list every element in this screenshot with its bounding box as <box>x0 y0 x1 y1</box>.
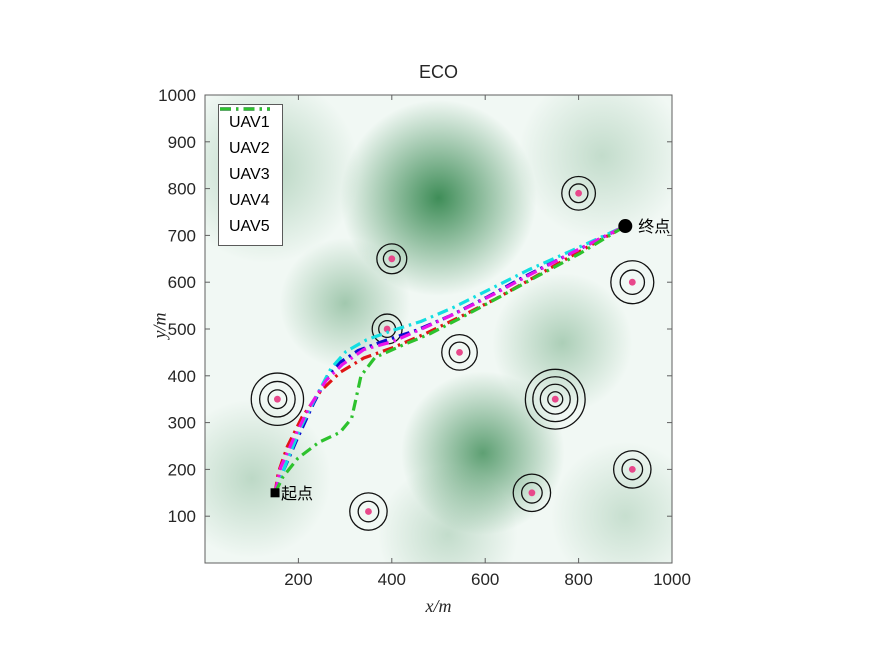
y-tick-label: 100 <box>168 507 196 526</box>
end-marker <box>618 219 633 234</box>
threat-ring <box>532 376 579 423</box>
path-uav5 <box>273 224 627 494</box>
threat-ring <box>376 243 408 275</box>
legend-item-uav2: UAV2 <box>220 107 270 160</box>
obstacles <box>250 175 655 531</box>
threat-center-dot <box>388 255 396 263</box>
threat-ring <box>258 380 296 418</box>
threat-center-dot <box>575 189 582 197</box>
heat-blob <box>377 464 518 563</box>
threat-ring <box>619 269 646 295</box>
x-axis-label: x/m <box>425 596 452 616</box>
threat-center-dot <box>628 466 636 473</box>
heat-blob <box>205 399 332 559</box>
threat-ring <box>621 458 644 481</box>
x-tick-label: 1000 <box>653 570 691 589</box>
threat-center-dot <box>528 489 536 497</box>
threat-ring <box>561 175 597 211</box>
legend-line-sample <box>220 107 270 111</box>
legend: UAV1 UAV2 UAV3 UAV4 UAV5 <box>218 104 283 246</box>
legend-item-uav1: UAV1 <box>220 107 270 134</box>
threat-ring <box>520 481 543 504</box>
obstacle <box>524 368 586 430</box>
legend-label: UAV2 <box>229 140 270 157</box>
legend-label: UAV1 <box>229 114 270 131</box>
legend-item-uav5: UAV5 <box>220 107 270 238</box>
path-uav4 <box>273 224 627 494</box>
legend-item-uav3: UAV3 <box>220 107 270 186</box>
axes: 200 400 600 800 1000 100 200 300 400 500 600 700 800… <box>158 86 691 589</box>
legend-label: UAV4 <box>229 192 270 209</box>
y-tick-label: 600 <box>168 273 196 292</box>
y-tick-label: 700 <box>168 226 196 245</box>
end-label: 终点 <box>638 218 670 236</box>
threat-ring <box>357 500 380 523</box>
threat-center-dot <box>628 278 636 286</box>
endpoint-markers: 起点 终点 <box>270 218 670 503</box>
legend-label: UAV5 <box>229 218 270 235</box>
x-tick-label: 600 <box>471 570 499 589</box>
threat-ring <box>539 383 571 415</box>
obstacle <box>250 372 305 427</box>
obstacle <box>512 473 552 513</box>
start-marker <box>270 488 280 498</box>
y-axis-label: y/m <box>149 312 170 339</box>
threat-ring <box>250 372 305 427</box>
heat-blob <box>550 441 672 563</box>
x-tick-label: 200 <box>284 570 312 589</box>
threat-center-dot <box>551 395 559 403</box>
path-uav2 <box>273 224 627 494</box>
y-tick-label: 400 <box>168 367 196 386</box>
obstacle <box>441 334 478 371</box>
threat-ring <box>382 249 401 268</box>
x-tick-label: 400 <box>378 570 406 589</box>
threat-ring <box>610 260 655 305</box>
y-tick-label: 900 <box>168 133 196 152</box>
y-tick-label: 1000 <box>158 86 196 105</box>
threat-ring <box>547 391 564 408</box>
uav-paths <box>273 224 627 494</box>
legend-item-uav4: UAV4 <box>220 107 270 212</box>
heat-blob <box>517 95 672 240</box>
heat-blob <box>340 99 537 297</box>
start-label: 起点 <box>281 485 313 503</box>
y-tick-label: 200 <box>168 460 196 479</box>
chart-title: ECO <box>418 62 458 82</box>
threat-ring <box>267 389 288 410</box>
y-tick-label: 800 <box>168 180 196 199</box>
threat-ring <box>349 492 388 531</box>
x-tick-label: 800 <box>564 570 592 589</box>
obstacle <box>612 450 652 489</box>
threat-center-dot <box>383 325 391 333</box>
threat-center-dot <box>456 349 463 356</box>
y-tick-label: 300 <box>168 414 196 433</box>
threat-ring <box>441 334 478 371</box>
threat-ring <box>512 473 552 513</box>
threat-ring <box>612 450 652 489</box>
threat-ring <box>568 183 589 204</box>
threat-ring <box>524 368 586 430</box>
threat-center-dot <box>273 395 281 403</box>
obstacle <box>561 175 597 211</box>
legend-label: UAV3 <box>229 166 270 183</box>
obstacle <box>376 243 408 275</box>
heat-blob <box>492 272 633 414</box>
obstacle <box>349 492 388 531</box>
threat-center-dot <box>365 508 372 515</box>
threat-ring <box>448 341 471 364</box>
y-tick-label: 500 <box>168 320 196 339</box>
obstacle <box>610 260 655 305</box>
